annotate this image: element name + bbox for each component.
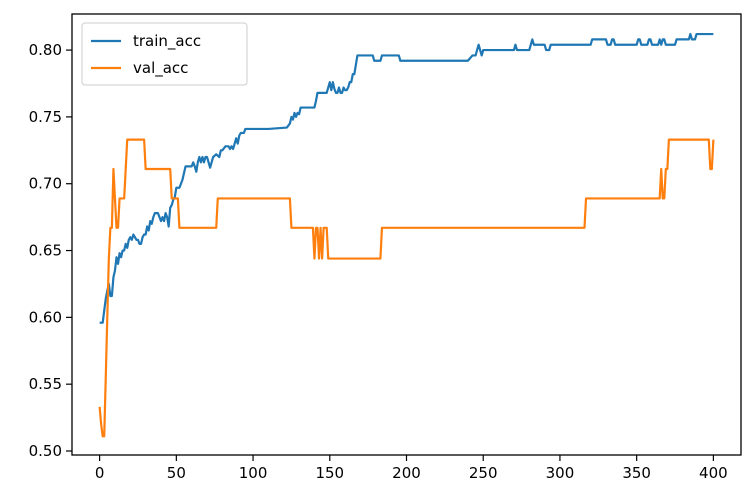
plot-frame (71, 13, 742, 456)
series-line-val-acc (98, 138, 715, 438)
plot-area (98, 32, 715, 438)
y-tick-label: 0.65 (29, 242, 62, 260)
x-tick-label: 250 (469, 464, 498, 482)
x-axis-ticks: 0 50 100 150 200 250 300 350 400 (95, 455, 728, 482)
y-axis-ticks: 0.50 0.55 0.60 0.65 0.70 0.75 0.80 (29, 41, 72, 460)
legend: train_acc val_acc (81, 22, 248, 86)
legend-label-val-acc: val_acc (133, 59, 188, 78)
y-tick-label: 0.55 (29, 375, 62, 393)
x-tick-label: 200 (392, 464, 421, 482)
series-line-train-acc (99, 32, 714, 324)
x-tick-label: 50 (167, 464, 186, 482)
y-tick-label: 0.75 (29, 108, 62, 126)
x-tick-label: 300 (546, 464, 575, 482)
y-tick-label: 0.60 (29, 308, 62, 326)
x-tick-label: 0 (95, 464, 105, 482)
y-tick-label: 0.50 (29, 442, 62, 460)
x-tick-label: 400 (699, 464, 728, 482)
y-tick-label: 0.80 (29, 41, 62, 59)
y-tick-label: 0.70 (29, 175, 62, 193)
x-tick-label: 350 (622, 464, 651, 482)
x-tick-label: 150 (315, 464, 344, 482)
x-tick-label: 100 (239, 464, 268, 482)
legend-box (81, 22, 248, 86)
legend-label-train-acc: train_acc (133, 32, 201, 51)
